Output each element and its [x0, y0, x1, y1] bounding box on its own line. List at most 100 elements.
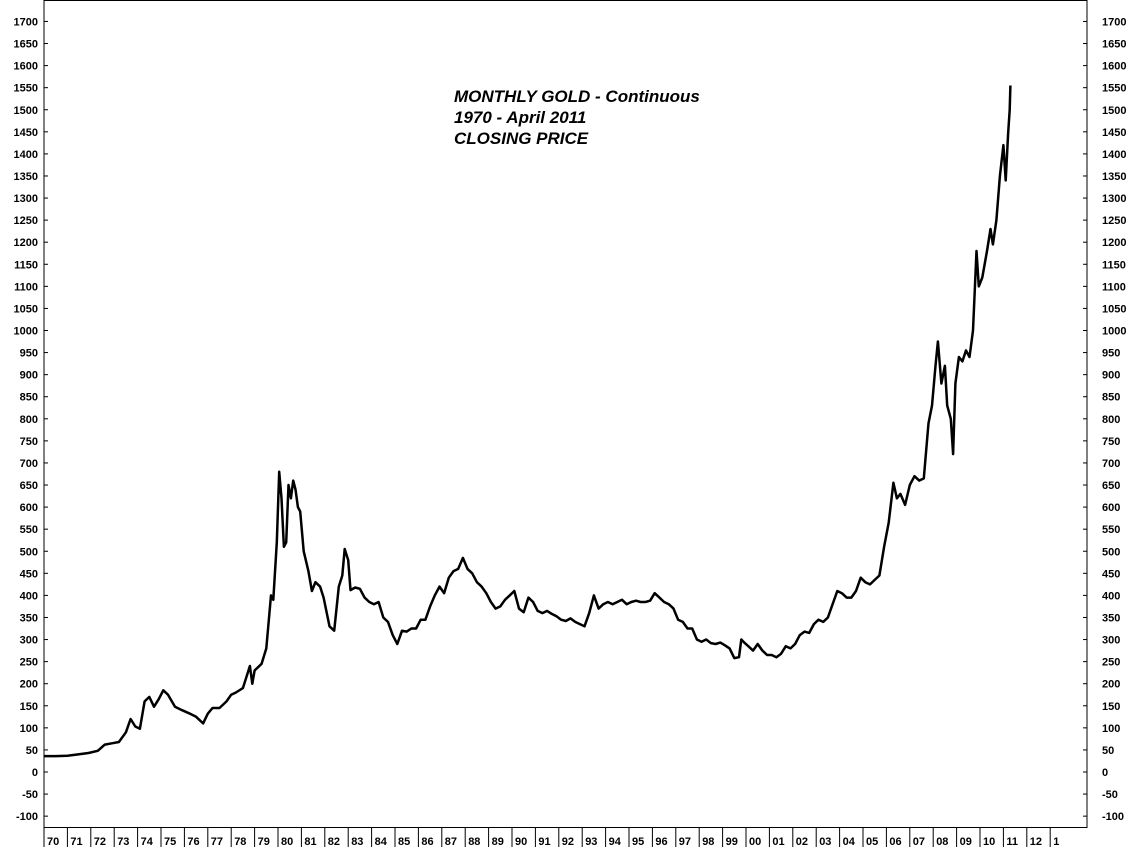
- x-tick-label: 82: [328, 836, 340, 847]
- x-tick-label: 70: [47, 836, 59, 847]
- y-tick-label-right: 950: [1102, 348, 1120, 360]
- y-tick-label-left: 450: [20, 568, 38, 580]
- y-tick-label-right: 650: [1102, 480, 1120, 492]
- y-tick-label-right: 300: [1102, 635, 1120, 647]
- y-tick-label-left: 1500: [14, 105, 38, 117]
- price-series-line: [44, 85, 1012, 758]
- y-tick-label-right: 1100: [1102, 281, 1126, 293]
- y-tick-label-left: 850: [20, 392, 38, 404]
- x-tick-label: 93: [585, 836, 597, 847]
- x-tick-label: 84: [375, 836, 388, 847]
- y-tick-label-left: 1400: [14, 149, 38, 161]
- y-tick-label-right: 100: [1102, 723, 1120, 735]
- title-line-3: CLOSING PRICE: [454, 129, 589, 148]
- y-tick-label-left: 800: [20, 414, 38, 426]
- y-tick-label-left: 1300: [14, 193, 38, 205]
- x-tick-label: 76: [187, 836, 199, 847]
- chart-title: MONTHLY GOLD - Continuous 1970 - April 2…: [454, 87, 700, 148]
- y-tick-label-right: 0: [1102, 767, 1108, 779]
- y-axis-right: 1700165016001550150014501400135013001250…: [1083, 16, 1126, 823]
- x-tick-label: 07: [913, 836, 925, 847]
- x-tick-label: 11: [1006, 836, 1018, 847]
- y-tick-label-right: 1650: [1102, 39, 1126, 51]
- y-tick-label-left: 650: [20, 480, 38, 492]
- x-tick-label: 86: [421, 836, 433, 847]
- y-tick-label-right: 1150: [1102, 259, 1126, 271]
- y-tick-label-right: -50: [1102, 789, 1118, 801]
- x-tick-label: 74: [141, 836, 154, 847]
- x-tick-label: 01: [772, 836, 784, 847]
- y-tick-label-left: 200: [20, 679, 38, 691]
- y-tick-label-right: 1300: [1102, 193, 1126, 205]
- y-tick-label-right: 1550: [1102, 83, 1126, 95]
- y-tick-label-right: 800: [1102, 414, 1120, 426]
- x-tick-label: 71: [70, 836, 82, 847]
- x-tick-label: 89: [492, 836, 504, 847]
- y-tick-label-right: 1050: [1102, 303, 1126, 315]
- y-tick-label-left: 1250: [14, 215, 38, 227]
- plot-frame: [43, 0, 1088, 828]
- y-tick-label-right: 200: [1102, 679, 1120, 691]
- x-tick-label: 92: [562, 836, 574, 847]
- x-tick-label: 81: [304, 836, 316, 847]
- y-tick-label-right: 1700: [1102, 16, 1126, 28]
- x-tick-label: 77: [211, 836, 223, 847]
- x-tick-label: 79: [258, 836, 270, 847]
- x-tick-label: 10: [983, 836, 995, 847]
- y-tick-label-right: 1600: [1102, 61, 1126, 73]
- y-tick-label-left: 150: [20, 701, 38, 713]
- y-tick-label-left: 250: [20, 657, 38, 669]
- x-tick-label: 75: [164, 836, 176, 847]
- y-tick-label-left: 1650: [14, 39, 38, 51]
- y-tick-label-left: -50: [22, 789, 38, 801]
- y-tick-label-right: 1350: [1102, 171, 1126, 183]
- y-tick-label-right: 150: [1102, 701, 1120, 713]
- y-tick-label-right: 50: [1102, 745, 1114, 757]
- y-tick-label-right: 1400: [1102, 149, 1126, 161]
- x-tick-label: 09: [960, 836, 972, 847]
- x-tick-label: 83: [351, 836, 363, 847]
- y-tick-label-right: 1450: [1102, 127, 1126, 139]
- x-tick-label: 90: [515, 836, 527, 847]
- x-tick-label: 85: [398, 836, 410, 847]
- y-axis-left: 1700165016001550150014501400135013001250…: [14, 16, 48, 823]
- y-tick-label-left: 600: [20, 502, 38, 514]
- x-tick-label: 02: [796, 836, 808, 847]
- y-tick-label-right: -100: [1102, 811, 1124, 823]
- y-tick-label-right: 400: [1102, 590, 1120, 602]
- x-tick-label: 80: [281, 836, 293, 847]
- x-tick-label: 87: [445, 836, 457, 847]
- y-tick-label-left: 550: [20, 524, 38, 536]
- x-tick-label: 96: [655, 836, 667, 847]
- y-tick-label-left: -100: [16, 811, 38, 823]
- y-tick-label-left: 1000: [14, 326, 38, 338]
- y-tick-label-right: 900: [1102, 370, 1120, 382]
- x-tick-label: 04: [843, 836, 856, 847]
- y-tick-label-right: 350: [1102, 612, 1120, 624]
- x-tick-label: 97: [679, 836, 691, 847]
- y-tick-label-left: 300: [20, 635, 38, 647]
- y-tick-label-left: 500: [20, 546, 38, 558]
- y-tick-label-right: 600: [1102, 502, 1120, 514]
- x-axis: 70 71 72 73 74 75 76 77 78 79 80 81 82 83 84 85 86 87 88 89…: [43, 827, 1059, 847]
- y-tick-label-left: 0: [32, 767, 38, 779]
- x-tick-label: 91: [538, 836, 550, 847]
- y-tick-label-left: 700: [20, 458, 38, 470]
- x-tick-label: 08: [936, 836, 948, 847]
- y-tick-label-left: 100: [20, 723, 38, 735]
- x-tick-label: 1: [1053, 836, 1059, 847]
- title-line-2: 1970 - April 2011: [454, 108, 586, 127]
- y-tick-label-right: 1500: [1102, 105, 1126, 117]
- y-tick-label-left: 1050: [14, 303, 38, 315]
- y-tick-label-left: 1100: [14, 281, 38, 293]
- y-tick-label-right: 450: [1102, 568, 1120, 580]
- y-tick-label-left: 1550: [14, 83, 38, 95]
- x-tick-label: 03: [819, 836, 831, 847]
- x-tick-label: 12: [1030, 836, 1042, 847]
- x-tick-label: 98: [702, 836, 714, 847]
- x-tick-label: 05: [866, 836, 878, 847]
- y-tick-label-right: 1000: [1102, 326, 1126, 338]
- title-line-1: MONTHLY GOLD - Continuous: [454, 87, 700, 106]
- x-tick-label: 73: [117, 836, 129, 847]
- y-tick-label-left: 350: [20, 612, 38, 624]
